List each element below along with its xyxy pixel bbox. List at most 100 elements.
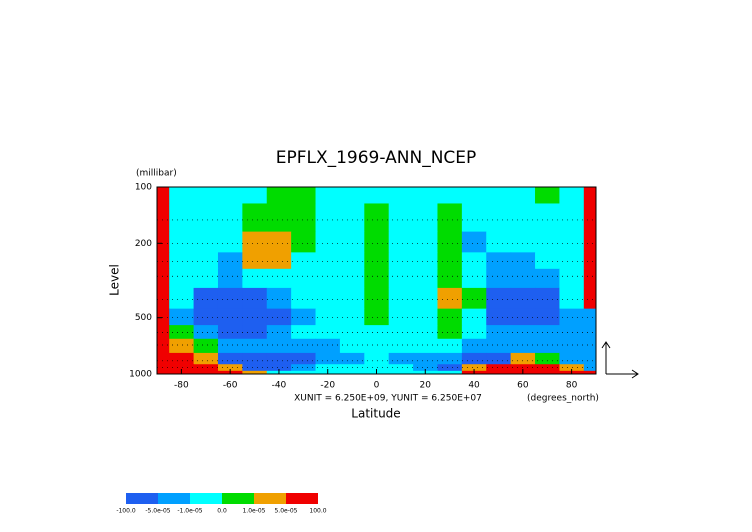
x-label: Latitude [351, 407, 400, 421]
contour-cell [157, 352, 170, 365]
contour-cell [339, 252, 365, 270]
contour-cell [169, 364, 195, 372]
contour-cell [169, 203, 195, 233]
contour-cell [217, 287, 243, 310]
contour-cell [291, 364, 317, 372]
contour-cell [291, 308, 317, 326]
contour-cell [217, 364, 243, 372]
axes: -80 -60 -40 -20 0 20 40 60 80 100 200 500 1000 -100.0… [116, 183, 597, 515]
contour-cell [559, 325, 585, 340]
contour-cell [169, 352, 195, 365]
contour-cell [461, 187, 487, 204]
contour-cell [364, 338, 390, 354]
contour-cell [266, 268, 292, 289]
contour-cell [413, 308, 438, 326]
contour-cell [291, 268, 317, 289]
contour-cell [364, 231, 390, 253]
contour-cell [510, 187, 536, 204]
x-tick-label: -20 [320, 381, 335, 391]
contour-cell [437, 268, 463, 289]
contour-cell [157, 364, 170, 372]
contour-cell [364, 287, 390, 310]
contour-cell [339, 231, 365, 253]
contour-cell [169, 268, 195, 289]
contour-cell [157, 231, 170, 253]
contour-cell [315, 287, 341, 310]
contour-cell [413, 203, 438, 233]
y-tick-label: 500 [135, 313, 152, 323]
contour-cell [535, 268, 560, 289]
contour-cell [266, 352, 292, 365]
contour-cell [559, 352, 585, 365]
contour-cell [559, 203, 585, 233]
ref-arrow-up [601, 341, 611, 374]
contour-cell [437, 325, 463, 340]
contour-cell [291, 287, 317, 310]
contour-cell [242, 325, 268, 340]
colorbar-box [126, 493, 158, 504]
contour-cell [217, 308, 243, 326]
contour-cell [315, 338, 341, 354]
contour-cell [486, 252, 512, 270]
colorbar-label: -5.0e-05 [145, 508, 170, 515]
contour-cell [510, 364, 536, 372]
contour-cell [217, 325, 243, 340]
reference-vector [601, 341, 639, 379]
contour-cell [510, 268, 536, 289]
contour-cell [169, 287, 195, 310]
contour-cell [364, 352, 390, 365]
contour-cell [535, 308, 560, 326]
contour-cell [242, 287, 268, 310]
contour-cell [486, 268, 512, 289]
contour-cell [583, 231, 597, 253]
contour-cell [437, 203, 463, 233]
colorbar-box [190, 493, 222, 504]
contour-cell [217, 268, 243, 289]
contour-cell [535, 203, 560, 233]
contour-cell [559, 338, 585, 354]
contour-cell [315, 203, 341, 233]
contour-cell [559, 364, 585, 372]
contour-cell [315, 352, 341, 365]
contour-cell [486, 325, 512, 340]
contour-cell [461, 287, 487, 310]
contour-cell [413, 231, 438, 253]
contour-cell [388, 308, 414, 326]
colorbar-box [158, 493, 190, 504]
contour-cell [217, 338, 243, 354]
contour-cell [437, 187, 463, 204]
contour-cell [193, 308, 219, 326]
contour-cell [157, 325, 170, 340]
contour-cell [583, 364, 597, 372]
contour-cell [291, 370, 317, 375]
contour-cell [315, 187, 341, 204]
contour-cell [486, 231, 512, 253]
x-tick-label: -80 [174, 381, 189, 391]
x-tick-label: 40 [468, 381, 480, 391]
contour-cell [437, 287, 463, 310]
contour-cell [315, 231, 341, 253]
contour-cell [266, 231, 292, 253]
contour-cell [242, 364, 268, 372]
contour-cell [193, 268, 219, 289]
x-tick-label: 20 [420, 381, 432, 391]
contour-cell [291, 325, 317, 340]
contour-cell [242, 203, 268, 233]
contour-cell [388, 187, 414, 204]
contour-cell [510, 308, 536, 326]
colorbar-box [254, 493, 286, 504]
contour-cell [169, 252, 195, 270]
colorbar-label: -100.0 [116, 508, 136, 515]
contour-cell [413, 187, 438, 204]
contour-cell [388, 268, 414, 289]
contour-cell [169, 231, 195, 253]
y-tick-label: 200 [135, 239, 152, 249]
contour-cell [559, 268, 585, 289]
contour-cell [461, 203, 487, 233]
colorbar-label: 0.0 [217, 508, 227, 515]
contour-cell [510, 231, 536, 253]
contour-cell [169, 338, 195, 354]
y-tick-label: 1000 [129, 370, 152, 380]
contour-cell [157, 370, 170, 375]
contour-cell [157, 268, 170, 289]
